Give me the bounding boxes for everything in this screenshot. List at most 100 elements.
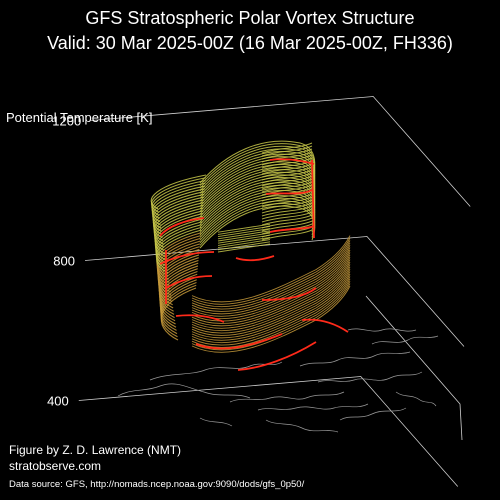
vortex-contour: [191, 249, 351, 317]
vortex-contour: [217, 223, 271, 233]
coastline-map: [117, 328, 439, 433]
vortex-contour: [155, 226, 202, 271]
vortex-edge-contour: [269, 158, 315, 165]
vortex-contour: [261, 208, 313, 220]
vortex-contour: [261, 142, 313, 154]
vortex-contour: [151, 177, 206, 213]
vortex-contour: [261, 166, 313, 178]
vortex-contour: [154, 213, 203, 255]
z-grid-line: [91, 96, 471, 207]
vortex-contour: [191, 242, 351, 310]
vortex-isosurface: [150, 140, 351, 371]
vortex-contour: [261, 169, 313, 181]
vortex-contour: [191, 271, 351, 339]
vortex-contour: [261, 214, 313, 226]
data-source-note: Data source: GFS, http://nomads.ncep.noa…: [9, 479, 305, 490]
vortex-contour: [217, 225, 271, 235]
vortex-contour: [155, 221, 202, 264]
vortex-edge-contour: [235, 255, 275, 262]
vortex-contour: [150, 174, 207, 210]
vortex-edge-contour: [301, 318, 349, 333]
vortex-contour: [156, 232, 202, 277]
vortex-contour: [151, 182, 206, 219]
vortex-contour: [153, 202, 204, 242]
vortex-contour: [156, 229, 202, 274]
vortex-contour: [152, 196, 205, 235]
z-tick-label: 800: [53, 254, 75, 269]
vortex-contour: [191, 240, 351, 308]
vortex-edge-contour: [311, 159, 315, 239]
vortex-contour: [191, 268, 351, 336]
vortex-contour: [261, 145, 313, 157]
vortex-edge-contour: [265, 189, 313, 195]
vortex-contour: [217, 236, 271, 246]
vortex-contour: [156, 237, 201, 283]
vortex-contour: [160, 287, 197, 341]
vortex-contour: [154, 207, 204, 248]
vortex-contour: [191, 285, 351, 353]
vortex-contour: [154, 210, 203, 251]
vortex-contour: [151, 179, 206, 216]
credit-site: stratobserve.com: [9, 459, 101, 473]
vortex-contour: [152, 193, 205, 232]
vortex-contour: [157, 243, 201, 290]
vortex-edge-contour: [165, 275, 213, 289]
vortex-contour: [217, 228, 271, 238]
vortex-contour: [261, 148, 313, 160]
title-line-2: Valid: 30 Mar 2025-00Z (16 Mar 2025-00Z,…: [47, 33, 453, 53]
vortex-edge-contour: [159, 217, 205, 237]
vortex-contour: [217, 232, 271, 242]
credit-author: Figure by Z. D. Lawrence (NMT): [9, 443, 181, 457]
vortex-contour: [155, 218, 203, 261]
vortex-contour: [261, 172, 313, 184]
vortex-contour: [191, 283, 351, 351]
vortex-edge-contour: [237, 341, 317, 371]
vortex-contour: [191, 252, 351, 320]
vortex-contour: [217, 234, 271, 244]
vortex-contour: [191, 261, 351, 329]
vortex-contour: [156, 235, 201, 280]
vortex-contour: [191, 256, 351, 324]
base-plane-edge: [365, 295, 463, 441]
vortex-contour: [160, 284, 197, 338]
z-grid-line: [84, 236, 465, 347]
vortex-contour: [261, 211, 313, 223]
vortex-contour: [191, 237, 351, 305]
title-line-1: GFS Stratospheric Polar Vortex Structure: [85, 8, 414, 28]
vortex-contour: [151, 185, 206, 223]
z-tick-label: 400: [47, 394, 69, 409]
vortex-edge-contour: [159, 251, 215, 265]
vortex-contour: [199, 140, 316, 184]
vortex-edge-contour: [269, 225, 315, 233]
vortex-contour: [191, 276, 351, 344]
vortex-contour: [157, 246, 200, 293]
z-axis-label: Potential Temperature [K]: [6, 110, 152, 125]
vortex-contour: [153, 199, 204, 239]
vortex-contour: [191, 235, 351, 303]
vortex-contour: [261, 220, 313, 232]
vortex-contour: [261, 181, 313, 193]
z-grid-line: [78, 376, 459, 487]
z-grid-planes: [78, 96, 471, 487]
vortex-edge-contour: [175, 314, 225, 323]
vortex-contour: [261, 175, 313, 187]
vortex-contour: [217, 241, 271, 251]
vortex-contour: [191, 244, 351, 312]
z-tick-label: 1200: [52, 114, 81, 129]
vortex-contour: [152, 188, 205, 226]
vortex-contour: [261, 151, 313, 163]
vortex-contour: [261, 163, 313, 175]
vortex-contour: [261, 196, 313, 208]
vortex-contour: [217, 239, 271, 249]
vortex-contour: [191, 259, 351, 327]
vortex-contour: [261, 199, 313, 211]
vortex-contour: [261, 157, 313, 169]
vortex-contour: [217, 243, 271, 253]
vortex-contour: [191, 264, 351, 332]
vortex-contour: [153, 204, 204, 245]
vortex-contour: [191, 273, 351, 341]
vortex-contour: [191, 266, 351, 334]
vortex-contour: [217, 230, 271, 240]
vortex-contour: [261, 178, 313, 190]
